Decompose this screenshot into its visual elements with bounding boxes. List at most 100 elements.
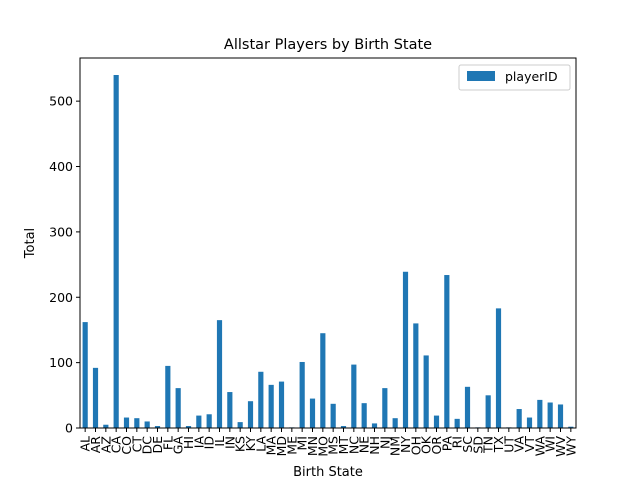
x-tick-label-il: IL [212,436,227,447]
bar-wa [537,399,543,428]
y-tick-label: 300 [49,224,73,239]
bar-ms [330,403,336,428]
plot-frame [79,57,577,429]
x-tick-label-vt: VT [522,436,537,453]
x-tick-label-az: AZ [98,436,113,453]
x-axis-label: Birth State [293,465,363,480]
x-tick-label-al: AL [78,436,93,452]
bars-group [82,75,574,428]
bar-nc [351,364,357,428]
x-tick-label-ut: UT [501,436,516,453]
bar-sc [464,386,471,428]
x-tick-label-ia: IA [191,436,206,449]
y-tick-label: 200 [49,290,73,305]
bar-fl [165,365,171,428]
bar-az [103,424,109,428]
bar-id [206,414,212,428]
x-tick-label-ri: RI [450,436,465,448]
bar-ny [402,271,409,428]
x-tick-label-va: VA [512,436,527,453]
legend-label: playerID [505,69,558,84]
bar-ma [268,384,274,428]
x-tick-label-ok: OK [419,435,434,454]
x-tick-label-ms: MS [326,436,341,455]
x-tick-label-oh: OH [408,436,423,455]
bar-ne [361,403,367,428]
x-tick-label-wi: WI [543,436,558,452]
bar-md [278,381,285,428]
x-tick-label-wv: WV [553,436,568,457]
bar-hi [185,426,192,428]
x-tick-label-id: ID [202,436,217,449]
bar-ri [454,418,460,428]
bar-in [227,392,233,428]
bar-wy [568,426,574,428]
bar-pa [444,275,450,428]
x-tick-label-mo: MO [315,436,330,457]
chart-title: Allstar Players by Birth State [224,37,432,53]
x-tick-label-ct: CT [129,436,144,453]
x-tick-label-nm: NM [388,436,403,456]
bar-il [216,320,223,428]
x-tick-label-de: DE [150,436,165,454]
x-tick-label-in: IN [222,436,237,449]
x-tick-label-wy: WY [563,436,578,456]
x-axis: ALARAZCACOCTDCDEFLGAHIIAIDILINKSKYLAMAMD… [78,428,578,457]
bar-wv [557,404,564,428]
x-tick-label-ca: CA [109,436,124,454]
bar-ky [247,401,254,428]
y-tick-label: 0 [65,421,73,436]
bar-mi [299,361,305,428]
x-tick-label-md: MD [274,436,289,456]
bar-dc [144,421,150,428]
y-axis: 0 100 200 300 400 500 [49,94,80,436]
legend-swatch [467,71,495,81]
legend: playerID [458,64,571,91]
bar-ar [92,367,99,428]
x-tick-label-me: ME [284,436,299,455]
x-tick-label-pa: PA [439,436,454,452]
bar-nh [371,423,378,428]
bar-oh [413,323,419,428]
bar-vt [526,417,533,428]
x-tick-label-ar: AR [88,436,103,454]
x-tick-label-ne: NE [357,436,372,453]
x-tick-label-nh: NH [367,436,382,455]
bar-al [82,322,88,428]
x-tick-label-nj: NJ [377,436,392,449]
x-tick-label-la: LA [253,436,268,452]
x-tick-label-mi: MI [295,436,310,450]
y-tick-label: 100 [49,355,73,370]
bar-ga [175,388,181,428]
x-tick-label-ma: MA [264,436,279,456]
bar-or [433,415,440,428]
bar-ca [113,75,119,428]
x-tick-label-tx: TX [491,436,506,454]
x-tick-label-nc: NC [346,436,361,454]
y-tick-label: 500 [49,94,73,109]
bar-mt [340,426,347,428]
bar-ks [237,422,243,428]
x-tick-label-or: OR [429,436,444,455]
x-tick-label-sc: SC [460,436,475,453]
bar-nj [382,388,388,428]
x-tick-label-ks: KS [233,436,248,452]
x-tick-label-dc: DC [140,436,155,455]
bar-la [258,371,264,428]
x-tick-label-ga: GA [171,436,186,455]
x-tick-label-fl: FL [160,436,175,450]
bar-nm [392,418,398,428]
bar-va [516,409,522,428]
y-tick-label: 400 [49,159,73,174]
y-axis-label: Total [23,228,38,259]
bar-ia [196,415,202,428]
x-tick-label-mn: MN [305,436,320,456]
bar-tn [485,395,491,428]
x-tick-label-hi: HI [181,436,196,449]
bar-ok [423,355,429,428]
bar-mn [309,398,316,428]
bar-tx [495,308,502,428]
bar-ct [134,418,140,428]
x-tick-label-ky: KY [243,436,258,452]
